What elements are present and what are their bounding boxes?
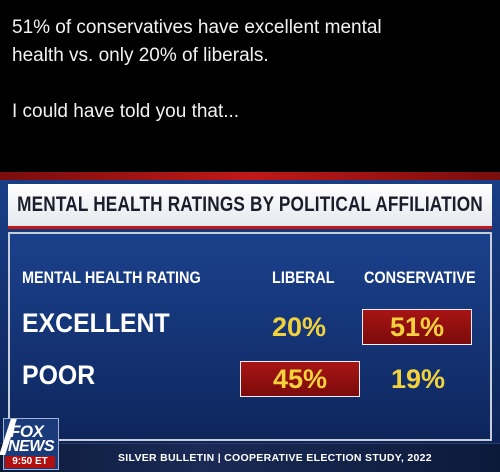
graphic-title: MENTAL HEALTH RATINGS BY POLITICAL AFFIL… xyxy=(17,193,483,216)
post-text: 51% of conservatives have excellent ment… xyxy=(12,14,492,126)
news-graphic: MENTAL HEALTH RATINGS BY POLITICAL AFFIL… xyxy=(0,172,500,472)
row-label-poor: POOR xyxy=(22,360,96,390)
row-label-excellent: EXCELLENT xyxy=(22,308,170,338)
post-line-2: health vs. only 20% of liberals. xyxy=(12,45,269,66)
ratings-table: MENTAL HEALTH RATING LIBERAL CONSERVATIV… xyxy=(8,232,492,441)
header-conservative: CONSERVATIVE xyxy=(364,268,476,287)
logo-news-text: NEWS xyxy=(8,438,55,455)
top-stripe xyxy=(0,172,500,180)
source-text: SILVER BULLETIN | COOPERATIVE ELECTION S… xyxy=(118,452,432,464)
source-bar: SILVER BULLETIN | COOPERATIVE ELECTION S… xyxy=(0,443,500,472)
header-liberal: LIBERAL xyxy=(272,268,335,287)
graphic-title-bar: MENTAL HEALTH RATINGS BY POLITICAL AFFIL… xyxy=(8,184,492,229)
fox-news-logo: FOX NEWS 9:50 ET xyxy=(0,418,59,470)
post-line-1: 51% of conservatives have excellent ment… xyxy=(12,17,382,38)
cell-poor-conservative: 19% xyxy=(390,364,446,394)
header-rating: MENTAL HEALTH RATING xyxy=(22,268,201,287)
cell-excellent-conservative: 51% xyxy=(362,309,472,345)
logo-fox-text: FOX xyxy=(10,422,44,441)
post-line-3: I could have told you that... xyxy=(12,101,240,122)
cell-poor-liberal: 45% xyxy=(240,361,360,397)
time-badge: 9:50 ET xyxy=(5,456,55,468)
cell-excellent-liberal: 20% xyxy=(271,312,327,342)
